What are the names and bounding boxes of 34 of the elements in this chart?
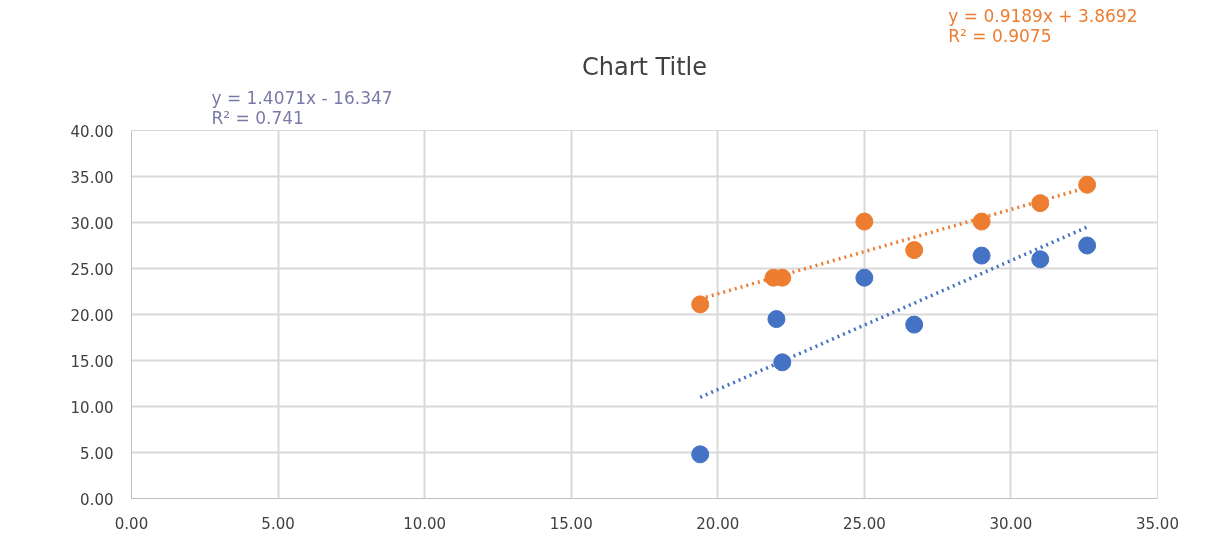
x-tick-label: 25.00: [842, 514, 886, 533]
x-tick-label: 10.00: [403, 514, 447, 533]
point: [1078, 175, 1097, 194]
y-tick-label: 40.00: [70, 122, 114, 141]
y-tick-label: 0.00: [80, 490, 114, 509]
point: [1031, 250, 1050, 269]
point: [855, 212, 874, 231]
y-tick-label: 15.00: [70, 352, 114, 371]
point: [972, 246, 991, 265]
y-tick-label: 35.00: [70, 168, 114, 187]
y-tick-label: 10.00: [70, 398, 114, 417]
point: [691, 445, 710, 464]
point: [905, 315, 924, 334]
point: [773, 353, 792, 372]
point: [972, 212, 991, 231]
x-tick-label: 0.00: [114, 514, 149, 533]
y-tick-label: 25.00: [70, 260, 114, 279]
point: [767, 310, 786, 329]
point: [691, 295, 710, 314]
x-tick-label: 5.00: [261, 514, 295, 533]
chart-title: Chart Title: [581, 52, 708, 81]
point: [905, 241, 924, 260]
x-tick-label: 15.00: [549, 514, 593, 533]
point: [1031, 194, 1050, 213]
x-tick-label: 30.00: [989, 514, 1033, 533]
y-tick-label: 5.00: [80, 444, 114, 463]
y-tick-label: 20.00: [70, 306, 114, 325]
text: y = 1.4071x - 16.347 R² = 0.741: [211, 87, 393, 128]
text: y = 0.9189x + 3.8692 R² = 0.9075: [948, 5, 1138, 46]
x-tick-label: 35.00: [1136, 514, 1179, 533]
point: [855, 268, 874, 287]
y-tick-label: 30.00: [70, 214, 114, 233]
x-tick-label: 20.00: [696, 514, 740, 533]
point: [1078, 236, 1097, 255]
